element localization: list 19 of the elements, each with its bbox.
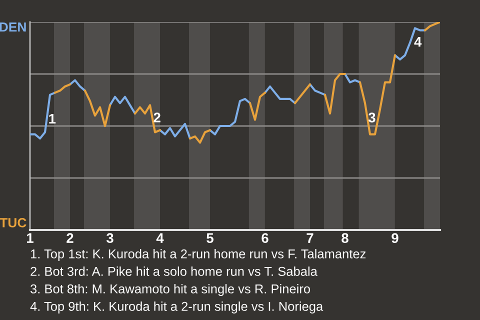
x-tick-label: 7 (306, 233, 314, 243)
x-tick-label: 5 (206, 233, 214, 243)
text: 3. Bot 8th: M. Kawamoto hit a single vs R. Pineiro (30, 284, 310, 296)
x-tick-label: 8 (342, 233, 348, 243)
text: 1. Top 1st: K. Kuroda hit a 2-run home run vs F. Talamantez (30, 249, 366, 261)
x-tick-label: 1 (27, 233, 34, 243)
annotation: 1 (49, 114, 56, 124)
x-tick-label: 9 (392, 233, 398, 243)
annotation: 4 (414, 37, 422, 47)
text: 2. Bot 3rd: A. Pike hit a solo home run vs T. Sabala (30, 266, 318, 276)
x-tick-label: 6 (262, 233, 268, 243)
x-tick-label: 4 (156, 233, 164, 243)
x-tick-label: 2 (66, 233, 74, 243)
text: DEN (0, 22, 26, 32)
annotation: 2 (154, 112, 160, 122)
text: TUC (0, 218, 26, 228)
x-tick-label: 3 (106, 233, 114, 243)
annotation: 3 (368, 112, 376, 122)
text: 4. Top 9th: K. Kuroda hit a 2-run single vs I. Noriega (30, 302, 324, 314)
